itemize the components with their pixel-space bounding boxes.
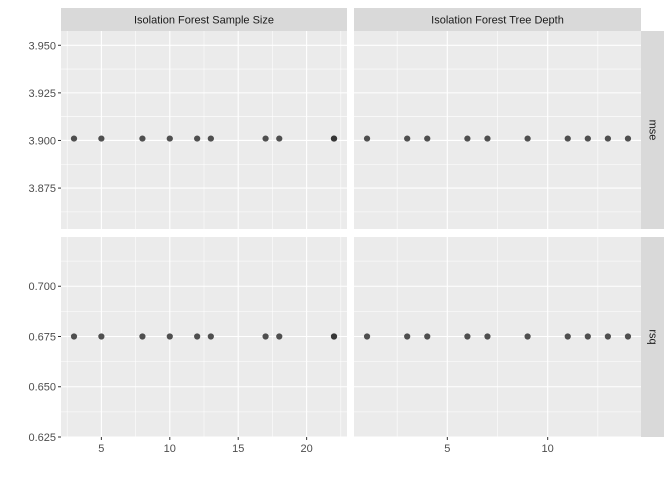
data-point: [404, 333, 411, 340]
data-point: [564, 333, 571, 340]
facet-strip-label: rsq: [647, 329, 659, 344]
data-point: [276, 135, 283, 142]
data-point: [363, 135, 371, 142]
data-point: [194, 135, 201, 142]
y-tick-label: 3.900: [28, 135, 56, 147]
y-tick-label: 3.875: [28, 183, 56, 195]
x-tick-label: 10: [542, 443, 554, 455]
data-point: [484, 333, 491, 340]
data-point: [139, 135, 146, 142]
data-point: [624, 135, 632, 142]
data-point: [70, 333, 78, 340]
y-tick-label: 3.925: [28, 88, 56, 100]
data-point: [484, 135, 491, 142]
facet-strip-top: [61, 8, 347, 31]
data-point: [70, 135, 78, 142]
facet-strip-right: [641, 237, 664, 437]
x-tick-label: 5: [444, 443, 450, 455]
data-point: [262, 333, 269, 340]
data-point: [604, 333, 611, 340]
data-point: [139, 333, 146, 340]
data-point: [166, 333, 173, 340]
y-tick-label: 0.675: [28, 331, 56, 343]
data-point: [624, 333, 632, 340]
data-point: [194, 333, 201, 340]
y-tick-label: 3.950: [28, 40, 56, 52]
x-tick-label: 15: [232, 443, 244, 455]
data-point: [584, 135, 591, 142]
x-tick-label: 5: [98, 443, 104, 455]
data-point: [330, 135, 338, 142]
data-point: [424, 135, 431, 142]
y-tick-label: 0.625: [28, 432, 56, 444]
data-point: [98, 135, 105, 142]
data-point: [564, 135, 571, 142]
data-point: [262, 135, 269, 142]
data-point: [207, 135, 214, 142]
data-point: [464, 135, 471, 142]
data-point: [424, 333, 431, 340]
facet-strip-label: Isolation Forest Sample Size: [134, 15, 274, 27]
facet-strip-label: Isolation Forest Tree Depth: [431, 15, 564, 27]
data-point: [524, 135, 531, 142]
x-tick-label: 10: [164, 443, 176, 455]
data-point: [207, 333, 214, 340]
facet-strip-label: mse: [647, 120, 659, 141]
y-tick-label: 0.650: [28, 382, 56, 394]
y-tick-label: 0.700: [28, 281, 56, 293]
data-point: [363, 333, 371, 340]
facet-strip-top: [354, 8, 641, 31]
x-tick-label: 20: [301, 443, 313, 455]
data-point: [166, 135, 173, 142]
facet-strip-right: [641, 31, 664, 229]
data-point: [464, 333, 471, 340]
data-point: [276, 333, 283, 340]
data-point: [604, 135, 611, 142]
data-point: [584, 333, 591, 340]
data-point: [330, 333, 338, 340]
data-point: [98, 333, 105, 340]
data-point: [524, 333, 531, 340]
data-point: [404, 135, 411, 142]
